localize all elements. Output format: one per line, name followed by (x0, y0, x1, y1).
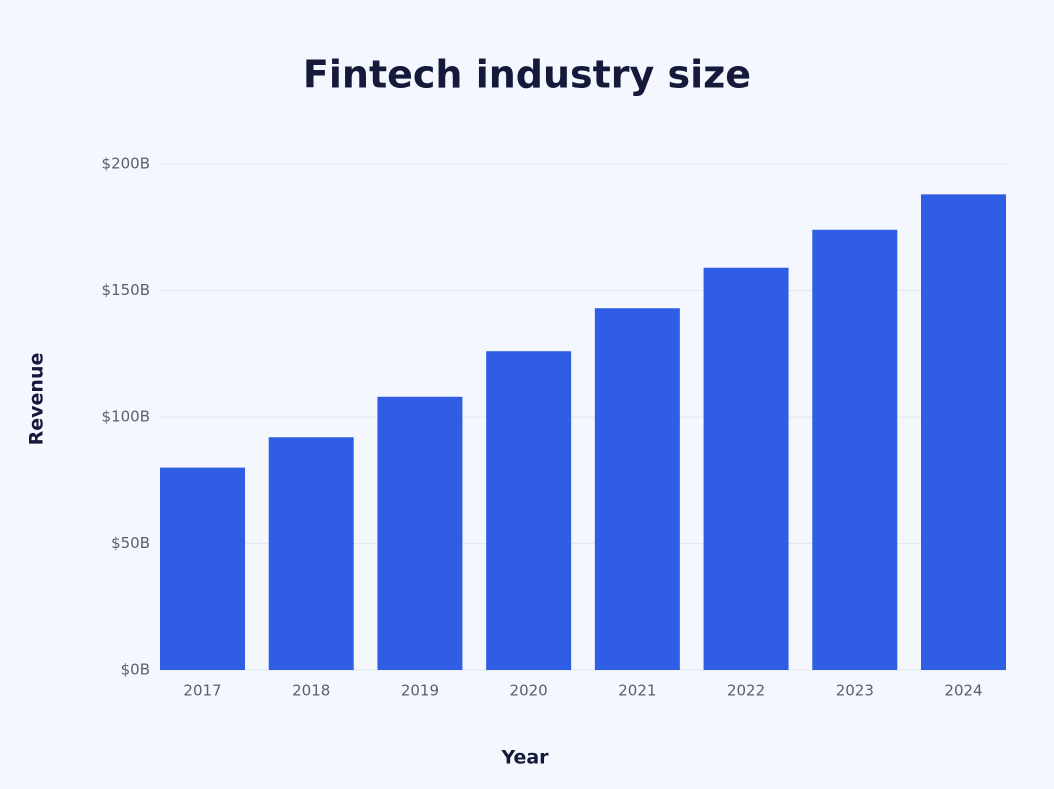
bar (268, 437, 354, 670)
y-tick-label: $50B (111, 534, 150, 552)
x-tick-label: 2017 (183, 682, 221, 700)
bar (160, 467, 245, 670)
x-tick-label: 2021 (618, 682, 656, 700)
bar (594, 308, 680, 670)
bar (486, 351, 572, 670)
bar (377, 396, 463, 670)
y-tick-label: $100B (102, 408, 150, 426)
x-tick-label: 2018 (292, 682, 330, 700)
y-tick-label: $0B (121, 661, 150, 679)
x-tick-label: 2023 (836, 682, 874, 700)
x-tick-label: 2024 (944, 682, 982, 700)
x-tick-label: 2020 (510, 682, 548, 700)
bar (921, 194, 1006, 671)
bar (812, 229, 898, 670)
y-tick-label: $200B (102, 155, 150, 173)
x-axis-title: Year (500, 747, 549, 769)
y-tick-label: $150B (102, 281, 150, 299)
x-tick-label: 2019 (401, 682, 439, 700)
bar (703, 267, 789, 670)
y-axis-title: Revenue (26, 353, 48, 446)
x-tick-label: 2022 (727, 682, 765, 700)
chart-title: Fintech industry size (303, 53, 751, 97)
